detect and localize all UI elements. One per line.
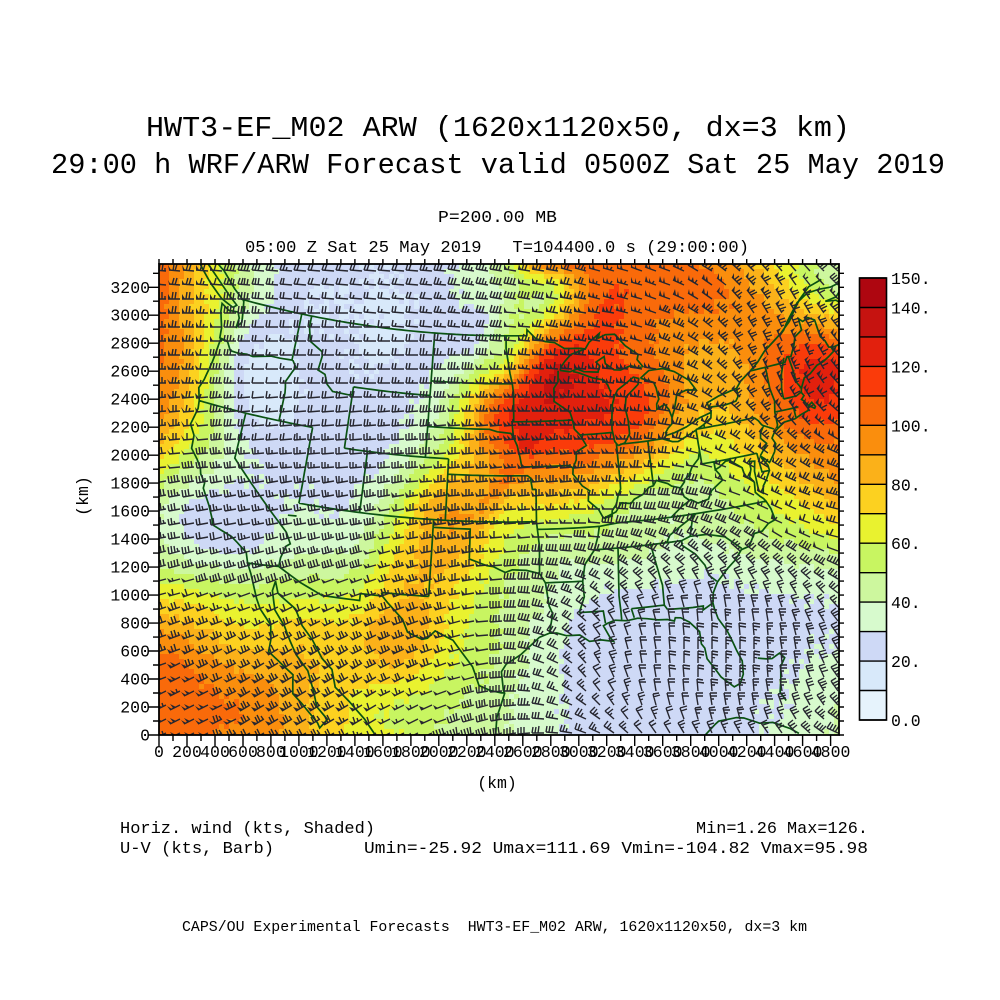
svg-text:20.: 20. — [891, 653, 921, 672]
svg-text:4800: 4800 — [811, 743, 851, 762]
svg-text:140.: 140. — [891, 300, 931, 319]
svg-text:3400: 3400 — [615, 743, 655, 762]
svg-text:600: 600 — [120, 643, 150, 662]
svg-text:1200: 1200 — [110, 559, 150, 578]
svg-text:100.: 100. — [891, 417, 931, 436]
svg-text:4000: 4000 — [699, 743, 739, 762]
svg-text:Horiz. wind (kts, Shaded): Horiz. wind (kts, Shaded) — [120, 819, 375, 838]
svg-text:2600: 2600 — [503, 743, 543, 762]
svg-text:200: 200 — [172, 743, 202, 762]
svg-text:3000: 3000 — [110, 307, 150, 326]
svg-text:800: 800 — [120, 615, 150, 634]
svg-text:3200: 3200 — [110, 279, 150, 298]
svg-text:60.: 60. — [891, 535, 921, 554]
svg-text:2600: 2600 — [110, 363, 150, 382]
svg-text:P=200.00 MB: P=200.00 MB — [438, 208, 557, 227]
svg-text:1000: 1000 — [279, 743, 319, 762]
svg-text:29:00 h WRF/ARW Forecast valid: 29:00 h WRF/ARW Forecast valid 0500Z Sat… — [51, 149, 945, 182]
svg-text:1400: 1400 — [110, 531, 150, 550]
svg-text:0: 0 — [154, 743, 164, 762]
svg-text:3200: 3200 — [587, 743, 627, 762]
svg-text:2000: 2000 — [419, 743, 459, 762]
svg-text:CAPS/OU Experimental Forecasts: CAPS/OU Experimental Forecasts HWT3-EF_M… — [182, 919, 807, 936]
svg-text:600: 600 — [228, 743, 258, 762]
svg-text:U-V (kts, Barb): U-V (kts, Barb) — [120, 839, 274, 858]
svg-text:2400: 2400 — [475, 743, 515, 762]
svg-text:05:00 Z Sat 25 May 2019 T=10: 05:00 Z Sat 25 May 2019 T=104400.0 s (29… — [245, 238, 749, 257]
svg-text:4400: 4400 — [755, 743, 795, 762]
svg-text:2800: 2800 — [110, 335, 150, 354]
svg-text:1200: 1200 — [307, 743, 347, 762]
svg-text:1000: 1000 — [110, 587, 150, 606]
svg-text:4200: 4200 — [727, 743, 767, 762]
svg-text:1400: 1400 — [335, 743, 375, 762]
svg-text:Min=1.26 Max=126.: Min=1.26 Max=126. — [696, 819, 868, 838]
svg-text:200: 200 — [120, 699, 150, 718]
svg-text:800: 800 — [256, 743, 286, 762]
svg-text:3000: 3000 — [559, 743, 599, 762]
svg-text:2200: 2200 — [110, 419, 150, 438]
svg-text:1800: 1800 — [110, 475, 150, 494]
svg-text:(km): (km) — [477, 774, 517, 793]
svg-text:2000: 2000 — [110, 447, 150, 466]
svg-text:1600: 1600 — [363, 743, 403, 762]
svg-text:HWT3-EF_M02 ARW (1620x1120x50,: HWT3-EF_M02 ARW (1620x1120x50, dx=3 km) — [146, 112, 850, 145]
svg-text:400: 400 — [120, 671, 150, 690]
svg-text:2800: 2800 — [531, 743, 571, 762]
svg-text:4600: 4600 — [783, 743, 823, 762]
svg-text:80.: 80. — [891, 476, 921, 495]
svg-text:0: 0 — [140, 727, 150, 746]
svg-text:(km): (km) — [74, 476, 93, 516]
svg-text:400: 400 — [200, 743, 230, 762]
svg-text:120.: 120. — [891, 358, 931, 377]
svg-text:2200: 2200 — [447, 743, 487, 762]
svg-text:3800: 3800 — [671, 743, 711, 762]
svg-text:2400: 2400 — [110, 391, 150, 410]
svg-text:0.0: 0.0 — [891, 712, 921, 731]
svg-text:150.: 150. — [891, 270, 931, 289]
svg-text:40.: 40. — [891, 594, 921, 613]
svg-text:3600: 3600 — [643, 743, 683, 762]
svg-text:1600: 1600 — [110, 503, 150, 522]
svg-text:1800: 1800 — [391, 743, 431, 762]
svg-text:Umin=-25.92 Umax=111.69 Vmin=-: Umin=-25.92 Umax=111.69 Vmin=-104.82 Vma… — [364, 839, 868, 858]
